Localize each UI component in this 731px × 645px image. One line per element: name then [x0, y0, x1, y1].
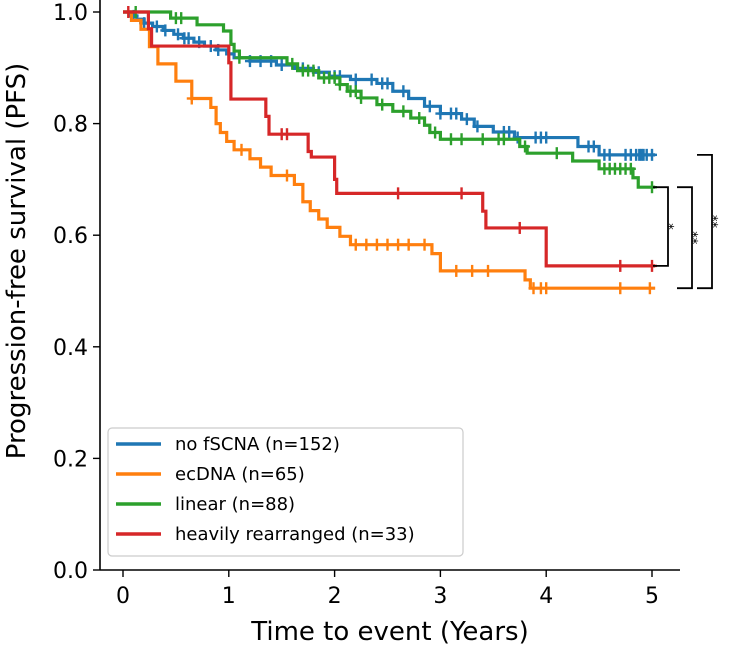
legend-items: no fSCNA (n=152) ecDNA (n=65) linear (n=88…: [116, 434, 415, 545]
significance-brackets: *****: [653, 153, 726, 290]
series-2: [123, 6, 657, 194]
significance-label: **: [691, 231, 706, 245]
legend-entry: heavily rearranged (n=33): [116, 524, 415, 545]
y-tick-label: 0.2: [53, 447, 88, 472]
significance-bracket: [697, 153, 713, 290]
survival-curve: [123, 10, 656, 290]
legend-label: heavily rearranged (n=33): [175, 524, 415, 545]
legend-label: no fSCNA (n=152): [175, 434, 340, 455]
y-axis-label: Progression-free survival (PFS): [2, 63, 32, 460]
survival-curve: [123, 10, 656, 268]
series-0: [123, 9, 657, 161]
x-tick-label: 4: [539, 584, 553, 609]
x-ticks: 0 1 2 3 4 5: [116, 570, 659, 609]
y-ticks: 0.0 0.2 0.4 0.6 0.8 1.0: [53, 1, 100, 584]
legend-entry: ecDNA (n=65): [116, 464, 305, 485]
legend-entry: no fSCNA (n=152): [116, 434, 340, 455]
legend: no fSCNA (n=152) ecDNA (n=65) linear (n=88…: [107, 427, 464, 557]
series-1: [123, 10, 656, 295]
x-tick-label: 0: [116, 584, 130, 609]
x-tick-label: 2: [328, 584, 342, 609]
legend-entry: linear (n=88): [116, 494, 295, 515]
axes: 0 1 2 3 4 5 0.0 0.2 0.4 0.6 0.8 1.0 Time to event …: [2, 0, 680, 645]
y-tick-label: 0.0: [53, 559, 88, 584]
legend-label: ecDNA (n=65): [175, 464, 305, 485]
significance-bracket: [677, 186, 693, 290]
legend-box: [107, 427, 464, 557]
y-tick-label: 1.0: [53, 1, 88, 26]
significance-label: *: [667, 223, 682, 230]
y-tick-label: 0.4: [53, 336, 88, 361]
x-tick-label: 3: [433, 584, 447, 609]
x-tick-label: 1: [222, 584, 236, 609]
x-tick-label: 5: [645, 584, 659, 609]
x-axis-label: Time to event (Years): [250, 617, 528, 645]
significance-bracket: [653, 186, 669, 267]
y-tick-label: 0.8: [53, 113, 88, 138]
survival-curve: [123, 10, 656, 189]
survival-curves: [123, 6, 657, 295]
y-tick-label: 0.6: [53, 224, 88, 249]
significance-label: **: [711, 215, 726, 229]
legend-label: linear (n=88): [175, 494, 295, 515]
